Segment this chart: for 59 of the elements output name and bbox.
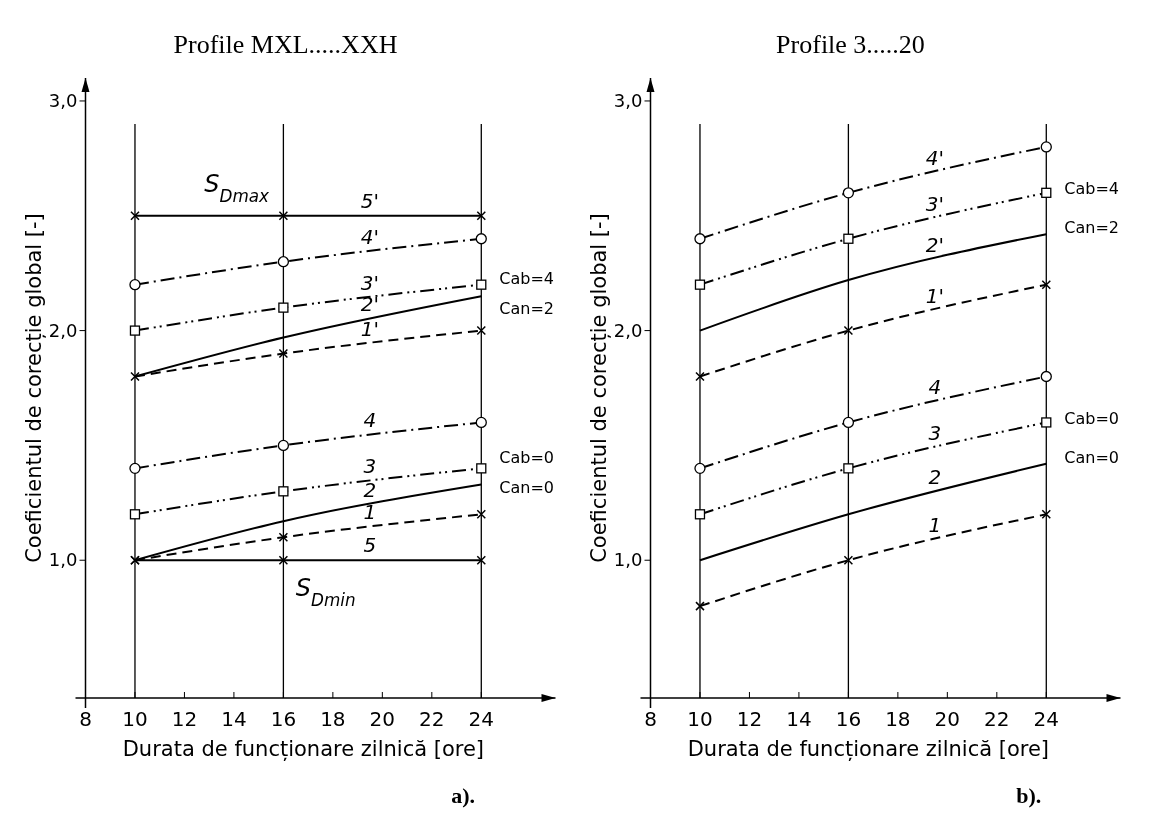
series-label: 3' (360, 270, 380, 295)
chart-title: Profile 3.....20 (776, 30, 925, 59)
x-tick-label: 22 (984, 707, 1010, 731)
y-tick-label: 1,0 (613, 549, 643, 571)
annotation: Can=0 (499, 477, 554, 497)
series-label: 5 (363, 533, 377, 558)
annotation: Cab=4 (499, 268, 555, 288)
x-axis-title: Durata de funcționare zilnică [ore] (687, 737, 1050, 761)
annotation: Cab=4 (1064, 179, 1120, 199)
series-label: 4 (928, 375, 942, 400)
x-tick-label: 20 (934, 707, 961, 731)
series-label: 4' (925, 145, 945, 170)
x-tick-label: 18 (320, 707, 346, 731)
chart-title: Profile MXL.....XXH (173, 30, 398, 59)
series-label: 1 (363, 500, 377, 525)
x-tick-label: 10 (122, 707, 148, 731)
y-tick-label: 2,0 (48, 319, 78, 341)
series-label: 2 (928, 465, 942, 490)
annotation: S$_{Dmin}$ (295, 574, 356, 611)
series-label: 1 (928, 513, 942, 538)
y-tick-label: 3,0 (613, 89, 643, 111)
y-tick-label: 3,0 (48, 89, 78, 111)
x-tick-label: 12 (171, 707, 198, 731)
x-tick-label: 16 (835, 707, 862, 731)
series-label: 1' (925, 283, 945, 308)
series-label: 4 (363, 408, 377, 433)
annotation: S$_{Dmax}$ (204, 169, 271, 206)
y-axis-title: Coeficientul de corecție global [-] (21, 213, 46, 563)
x-tick-label: 18 (885, 707, 911, 731)
series-label: 3 (928, 421, 942, 446)
annotation: Cab=0 (1064, 408, 1120, 428)
series-label: 2 (363, 478, 377, 503)
x-tick-label: 20 (369, 707, 396, 731)
y-axis-title: Coeficientul de corecție global [-] (586, 213, 611, 563)
text: a). (451, 783, 476, 808)
series-label: 2' (925, 232, 945, 257)
y-tick-label: 2,0 (613, 319, 643, 341)
x-tick-label: 24 (1033, 707, 1060, 731)
series-label: 3 (363, 454, 377, 479)
x-tick-label: 24 (468, 707, 495, 731)
x-tick-label: 8 (644, 707, 657, 731)
x-tick-label: 8 (79, 707, 92, 731)
y-tick-label: 1,0 (48, 549, 78, 571)
series-label: 5' (360, 188, 380, 213)
x-tick-label: 12 (736, 707, 763, 731)
annotation: Can=2 (1064, 218, 1119, 238)
x-tick-label: 10 (687, 707, 713, 731)
text: b). (1016, 783, 1042, 808)
x-axis-title: Durata de funcționare zilnică [ore] (122, 737, 485, 761)
series-label: 4' (360, 224, 380, 249)
x-tick-label: 14 (221, 707, 247, 731)
annotation: Cab=0 (499, 447, 555, 467)
x-tick-label: 16 (270, 707, 297, 731)
x-tick-label: 14 (786, 707, 812, 731)
series-label: 1' (360, 316, 380, 341)
annotation: Can=2 (499, 298, 554, 318)
x-tick-label: 22 (419, 707, 445, 731)
annotation: Can=0 (1064, 447, 1119, 467)
series-label: 3' (925, 191, 945, 216)
